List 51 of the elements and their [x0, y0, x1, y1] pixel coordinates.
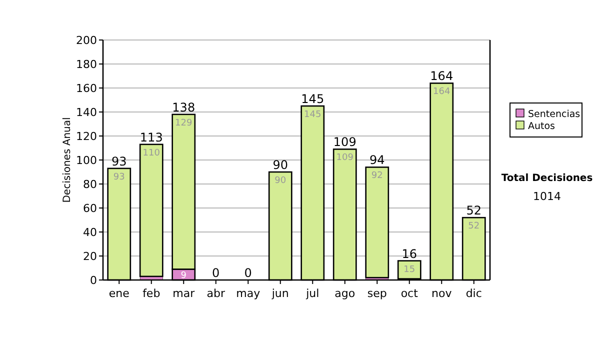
data-label: 9: [180, 271, 187, 281]
y-tick-label: 20: [83, 250, 97, 263]
data-label: 145: [304, 110, 322, 120]
y-axis-title: Decisiones Anual: [62, 117, 73, 203]
x-tick-label: ago: [334, 287, 356, 300]
x-tick-label: oct: [400, 287, 419, 300]
y-tick-label: 40: [83, 226, 97, 239]
total-label: 109: [333, 135, 356, 150]
total-label: 145: [301, 92, 324, 106]
y-tick-label: 80: [83, 178, 97, 191]
data-label: 110: [142, 148, 160, 158]
total-label: 90: [272, 158, 288, 172]
total-label: 138: [172, 100, 196, 114]
data-label: 93: [113, 172, 125, 182]
y-tick-label: 140: [76, 106, 97, 119]
text: 1014: [533, 190, 561, 203]
x-tick-label: jun: [270, 287, 289, 300]
total-label: 52: [466, 204, 482, 218]
x-tick-label: jul: [305, 287, 320, 300]
y-tick-label: 0: [90, 274, 97, 287]
total-label: 94: [369, 153, 385, 168]
text: Total Decisiones: [501, 173, 593, 184]
total-label: 0: [212, 266, 220, 280]
x-tick-label: nov: [432, 287, 452, 300]
total-label: 164: [430, 69, 454, 84]
x-tick-label: may: [236, 287, 261, 300]
data-label: 52: [468, 222, 480, 232]
x-tick-label: sep: [367, 287, 387, 300]
total-label: 16: [402, 246, 418, 261]
data-label: 90: [274, 176, 286, 186]
data-label: 92: [371, 171, 383, 182]
y-tick-label: 160: [76, 82, 97, 95]
x-tick-label: abr: [206, 287, 226, 300]
total-label: 93: [111, 154, 127, 168]
x-tick-label: dic: [466, 287, 482, 300]
y-tick-label: 200: [76, 34, 97, 47]
data-label: 129: [175, 118, 192, 128]
data-label: 15: [404, 264, 416, 275]
legend-label: Autos: [528, 121, 556, 132]
y-tick-label: 120: [76, 130, 97, 143]
data-label: 164: [433, 87, 450, 98]
total-label: 0: [244, 266, 252, 280]
x-tick-label: feb: [142, 287, 160, 300]
y-tick-label: 180: [76, 58, 97, 71]
data-label: 109: [336, 153, 354, 164]
legend-label: Sentencias: [528, 109, 580, 120]
total-label: 113: [140, 130, 163, 144]
x-tick-label: mar: [172, 287, 196, 300]
y-tick-label: 100: [76, 154, 97, 167]
y-tick-label: 60: [83, 202, 97, 215]
x-tick-label: ene: [108, 287, 130, 300]
